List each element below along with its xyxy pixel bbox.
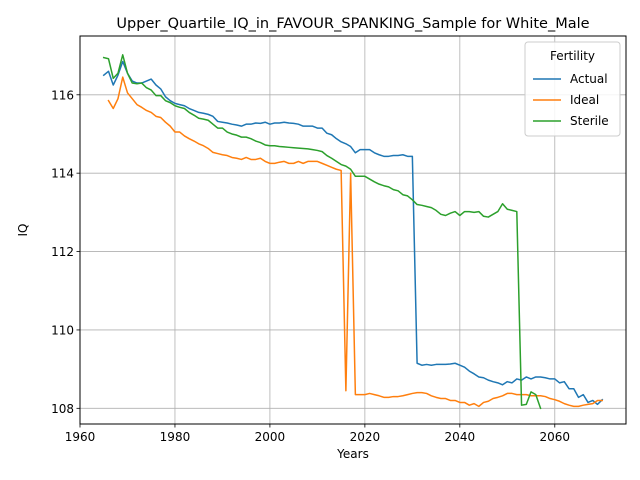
axis-ticks: 1960 1980 2000 2020 2040 2060 108 110 112 114 116 — [51, 88, 570, 444]
chart-title: Upper_Quartile_IQ_in_FAVOUR_SPANKING_Sam… — [116, 16, 589, 32]
x-tick-label: 1980 — [160, 430, 191, 444]
legend-title: Fertility — [550, 49, 595, 63]
x-tick-label: 2060 — [540, 430, 571, 444]
x-axis-label: Years — [336, 447, 369, 461]
y-tick-label: 108 — [51, 402, 74, 416]
x-tick-label: 2000 — [255, 430, 286, 444]
series-line-sterile — [102, 54, 542, 410]
legend-label-ideal: Ideal — [570, 93, 599, 107]
plot-frame — [79, 35, 627, 425]
legend: Fertility Actual Ideal Sterile — [524, 41, 621, 137]
y-tick-label: 110 — [51, 323, 74, 337]
x-tick-label: 2040 — [445, 430, 476, 444]
y-axis-label: IQ — [16, 224, 30, 237]
x-tick-label: 1960 — [65, 430, 96, 444]
y-tick-label: 114 — [51, 167, 74, 181]
y-tick-label: 112 — [51, 245, 74, 259]
series-line-ideal — [107, 76, 604, 408]
legend-label-actual: Actual — [570, 72, 608, 86]
series-line-actual — [102, 60, 604, 406]
legend-box — [524, 41, 621, 137]
y-tick-label: 116 — [51, 88, 74, 102]
series-layer — [102, 54, 604, 410]
legend-label-sterile: Sterile — [570, 114, 609, 128]
x-tick-label: 2020 — [350, 430, 381, 444]
